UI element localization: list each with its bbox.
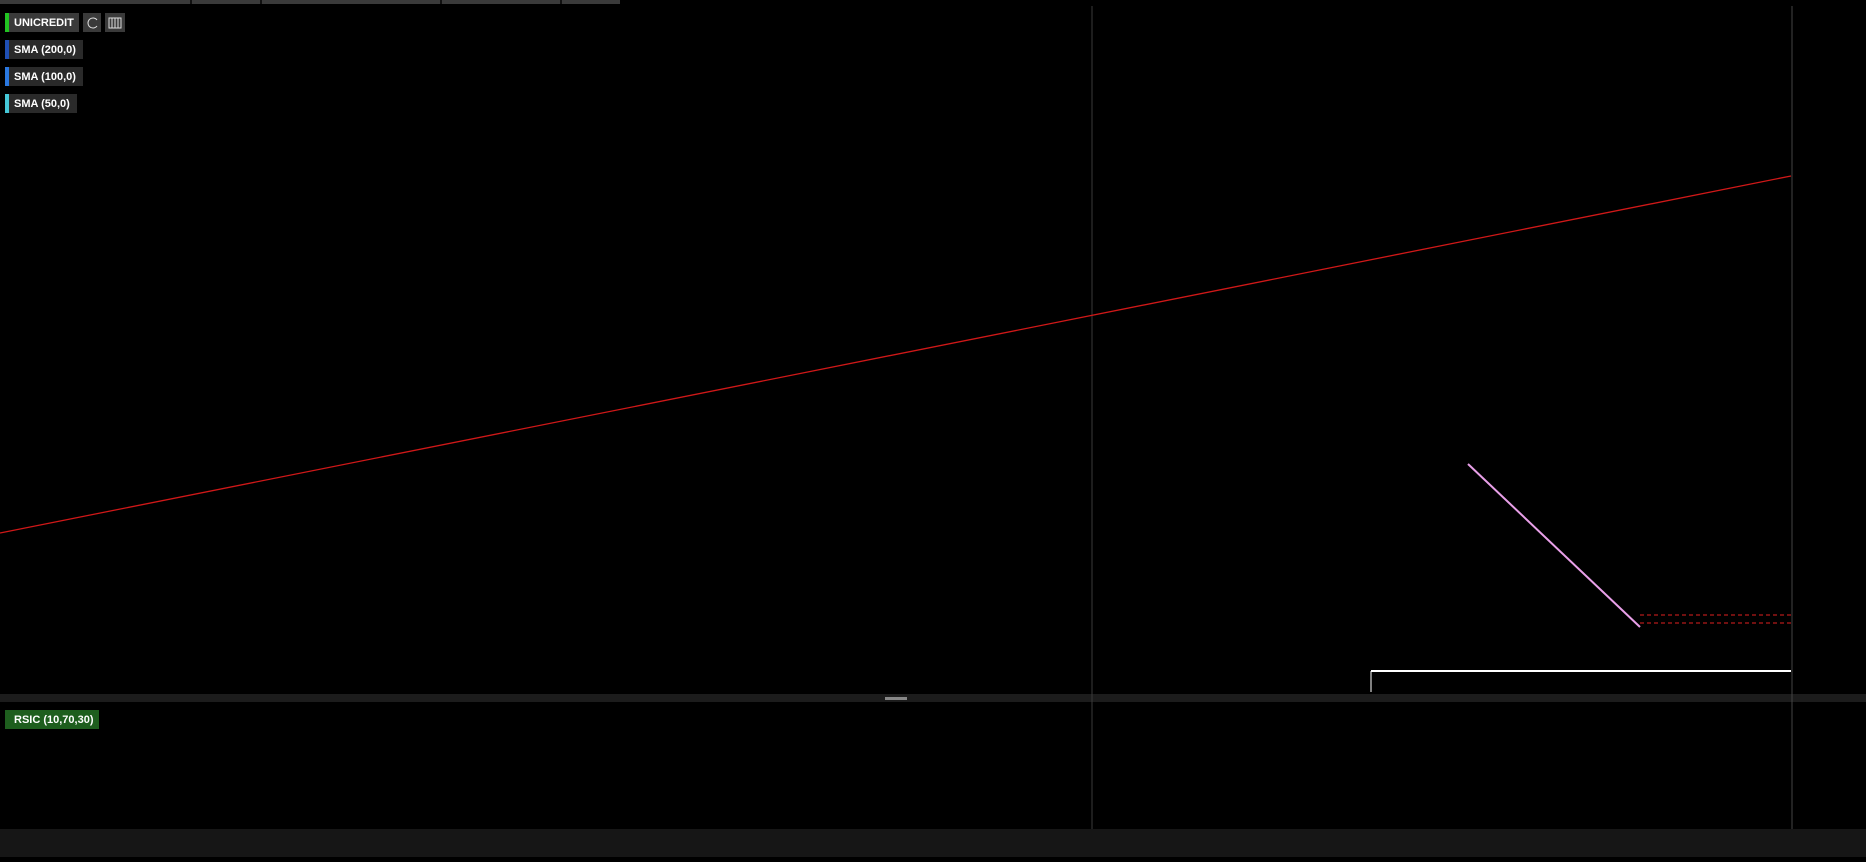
legend-box[interactable]	[5, 13, 79, 32]
legend-label: UNICREDIT	[14, 17, 74, 29]
refresh-icon	[87, 17, 98, 29]
legend-box[interactable]	[5, 710, 99, 729]
settings-icon	[108, 17, 122, 29]
legend-box[interactable]	[5, 40, 83, 59]
legend-swatch	[5, 67, 9, 86]
drawings	[0, 175, 1792, 692]
legend-swatch	[5, 94, 9, 113]
legend: UNICREDIT SMA (200,0) SMA (100,0) SMA (5…	[5, 13, 125, 729]
legend-label: RSIC (10,70,30)	[14, 714, 94, 726]
refresh-button[interactable]	[83, 13, 101, 32]
resize-handle[interactable]	[885, 697, 907, 700]
panel-separator	[0, 694, 1866, 702]
legend-label: SMA (100,0)	[14, 71, 76, 83]
legend-label: SMA (200,0)	[14, 44, 76, 56]
legend-swatch	[5, 40, 9, 59]
legend-box[interactable]	[5, 67, 83, 86]
legend-swatch	[5, 13, 9, 32]
legend-label: SMA (50,0)	[14, 98, 70, 110]
date-axis-strip	[0, 829, 1866, 857]
legend-box[interactable]	[5, 94, 77, 113]
top-tabs	[0, 0, 620, 4]
